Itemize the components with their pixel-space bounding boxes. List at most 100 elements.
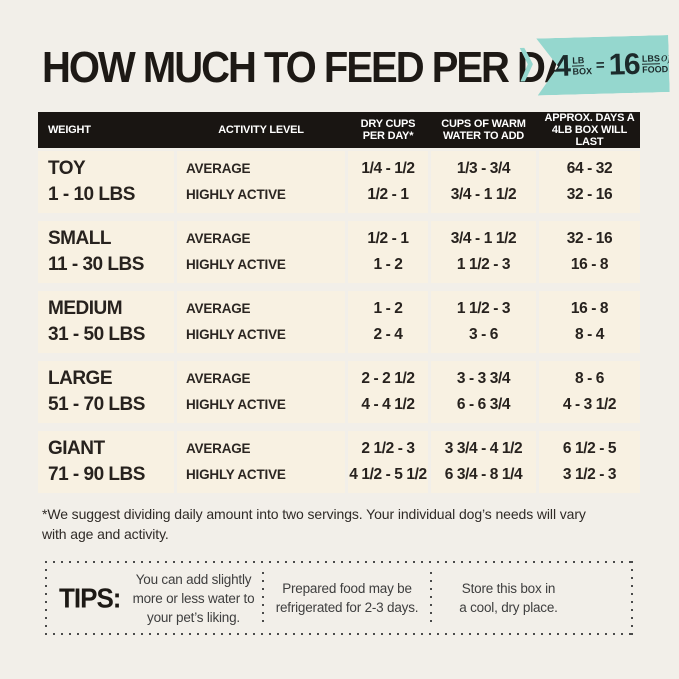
table-row-medium: MEDIUM 31 - 50 LBS AVERAGE HIGHLY ACTIVE… [38, 291, 640, 353]
activity-average-label: AVERAGE [186, 441, 251, 456]
table-row-toy: TOY 1 - 10 LBS AVERAGE HIGHLY ACTIVE 1/4… [38, 151, 640, 213]
dry-cups-cell: 1/2 - 1 1 - 2 [348, 221, 428, 283]
header-dry-cups: DRY CUPS PER DAY* [360, 118, 416, 142]
tips-divider [430, 572, 432, 624]
weight-range: 51 - 70 LBS [48, 394, 145, 415]
weight-name: SMALL [48, 228, 111, 249]
activity-cell: AVERAGE HIGHLY ACTIVE [177, 151, 345, 213]
badge-result: 16 [608, 47, 640, 82]
badge-script-of: of [660, 51, 672, 65]
feeding-table: WEIGHT ACTIVITY LEVEL DRY CUPS PER DAY* … [38, 112, 640, 493]
weight-cell: LARGE 51 - 70 LBS [38, 361, 174, 423]
badge-ribbon: 4 LB BOX = 16 LBS of FOOD! [536, 35, 669, 95]
water-highly-active: 6 - 6 3/4 [456, 396, 511, 413]
water-average: 3 - 3 3/4 [456, 370, 511, 387]
chevron-right-icon [520, 47, 534, 81]
days-average: 6 1/2 - 5 [562, 440, 617, 457]
dry-cups-average: 1 - 2 [373, 300, 403, 317]
badge-result-unit: LBS of FOOD! [642, 53, 672, 75]
weight-range: 71 - 90 LBS [48, 464, 145, 485]
days-highly-active: 8 - 4 [574, 326, 604, 343]
activity-average-label: AVERAGE [186, 161, 251, 176]
activity-highly-active-label: HIGHLY ACTIVE [186, 327, 286, 342]
dry-cups-average: 2 1/2 - 3 [361, 440, 415, 457]
tips-divider [262, 572, 264, 624]
days-average: 64 - 32 [566, 160, 613, 177]
water-average: 1 1/2 - 3 [456, 300, 511, 317]
water-highly-active: 6 3/4 - 8 1/4 [444, 466, 523, 483]
days-average: 32 - 16 [566, 230, 613, 247]
weight-name: TOY [48, 158, 86, 179]
weight-range: 31 - 50 LBS [48, 324, 145, 345]
activity-highly-active-label: HIGHLY ACTIVE [186, 257, 286, 272]
activity-highly-active-label: HIGHLY ACTIVE [186, 187, 286, 202]
activity-average-label: AVERAGE [186, 231, 251, 246]
activity-cell: AVERAGE HIGHLY ACTIVE [177, 291, 345, 353]
days-highly-active: 32 - 16 [566, 186, 613, 203]
days-cell: 16 - 8 8 - 4 [539, 291, 640, 353]
badge-qty-unit-top: LB [572, 55, 585, 66]
weight-name: GIANT [48, 438, 105, 459]
days-highly-active: 16 - 8 [570, 256, 609, 273]
dry-cups-highly-active: 1 - 2 [373, 256, 403, 273]
table-row-small: SMALL 11 - 30 LBS AVERAGE HIGHLY ACTIVE … [38, 221, 640, 283]
dry-cups-highly-active: 1/2 - 1 [367, 186, 409, 203]
days-average: 16 - 8 [570, 300, 609, 317]
days-cell: 8 - 6 4 - 3 1/2 [539, 361, 640, 423]
page-title: HOW MUCH TO FEED PER DAY [42, 44, 594, 92]
dry-cups-highly-active: 4 1/2 - 5 1/2 [349, 466, 427, 483]
weight-range: 11 - 30 LBS [48, 254, 144, 275]
weight-name: MEDIUM [48, 298, 123, 319]
dry-cups-average: 2 - 2 1/2 [361, 370, 415, 387]
weight-cell: SMALL 11 - 30 LBS [38, 221, 174, 283]
tip-refrigerate: Prepared food may be refrigerated for 2-… [275, 581, 419, 615]
activity-highly-active-label: HIGHLY ACTIVE [186, 467, 286, 482]
activity-average-label: AVERAGE [186, 301, 251, 316]
days-cell: 64 - 32 32 - 16 [539, 151, 640, 213]
days-cell: 32 - 16 16 - 8 [539, 221, 640, 283]
activity-average-label: AVERAGE [186, 371, 251, 386]
water-cell: 3/4 - 1 1/2 1 1/2 - 3 [431, 221, 536, 283]
badge-equals: = [595, 56, 605, 74]
water-highly-active: 3/4 - 1 1/2 [450, 186, 517, 203]
badge-result-unit-top: LBS [641, 53, 661, 64]
activity-highly-active-label: HIGHLY ACTIVE [186, 397, 286, 412]
days-cell: 6 1/2 - 5 3 1/2 - 3 [539, 431, 640, 493]
water-cell: 3 - 3 3/4 6 - 6 3/4 [431, 361, 536, 423]
header-activity-level: ACTIVITY LEVEL [218, 124, 304, 136]
weight-name: LARGE [48, 368, 113, 389]
days-average: 8 - 6 [574, 370, 604, 387]
tips-box: TIPS: You can add slightly more or less … [45, 561, 633, 635]
dry-cups-average: 1/4 - 1/2 [361, 160, 415, 177]
header-water: CUPS OF WARM WATER TO ADD [441, 118, 526, 142]
serving-footnote: *We suggest dividing daily amount into t… [42, 506, 586, 542]
table-row-large: LARGE 51 - 70 LBS AVERAGE HIGHLY ACTIVE … [38, 361, 640, 423]
activity-cell: AVERAGE HIGHLY ACTIVE [177, 221, 345, 283]
header-days: APPROX. DAYS A 4LB BOX WILL LAST [544, 112, 635, 148]
box-equivalence-badge: 4 LB BOX = 16 LBS of FOOD! [519, 35, 669, 96]
weight-cell: MEDIUM 31 - 50 LBS [38, 291, 174, 353]
water-average: 3/4 - 1 1/2 [450, 230, 517, 247]
activity-cell: AVERAGE HIGHLY ACTIVE [177, 361, 345, 423]
table-header-row: WEIGHT ACTIVITY LEVEL DRY CUPS PER DAY* … [38, 112, 640, 148]
tip-storage: Store this box in a cool, dry place. [459, 581, 558, 615]
tip-water-adjust: You can add slightly more or less water … [132, 571, 255, 625]
water-average: 1/3 - 3/4 [456, 160, 511, 177]
tips-label: TIPS: [59, 581, 121, 614]
dry-cups-cell: 1/4 - 1/2 1/2 - 1 [348, 151, 428, 213]
dry-cups-cell: 2 - 2 1/2 4 - 4 1/2 [348, 361, 428, 423]
header-weight: WEIGHT [48, 124, 91, 136]
water-cell: 1/3 - 3/4 3/4 - 1 1/2 [431, 151, 536, 213]
days-highly-active: 4 - 3 1/2 [562, 396, 617, 413]
badge-qty-unit-bottom: BOX [572, 66, 593, 77]
table-row-giant: GIANT 71 - 90 LBS AVERAGE HIGHLY ACTIVE … [38, 431, 640, 493]
weight-cell: GIANT 71 - 90 LBS [38, 431, 174, 493]
water-average: 3 3/4 - 4 1/2 [444, 440, 523, 457]
days-highly-active: 3 1/2 - 3 [562, 466, 617, 483]
activity-cell: AVERAGE HIGHLY ACTIVE [177, 431, 345, 493]
badge-result-unit-bottom: FOOD! [642, 64, 672, 76]
water-cell: 1 1/2 - 3 3 - 6 [431, 291, 536, 353]
dry-cups-cell: 2 1/2 - 3 4 1/2 - 5 1/2 [348, 431, 428, 493]
dry-cups-highly-active: 4 - 4 1/2 [361, 396, 415, 413]
